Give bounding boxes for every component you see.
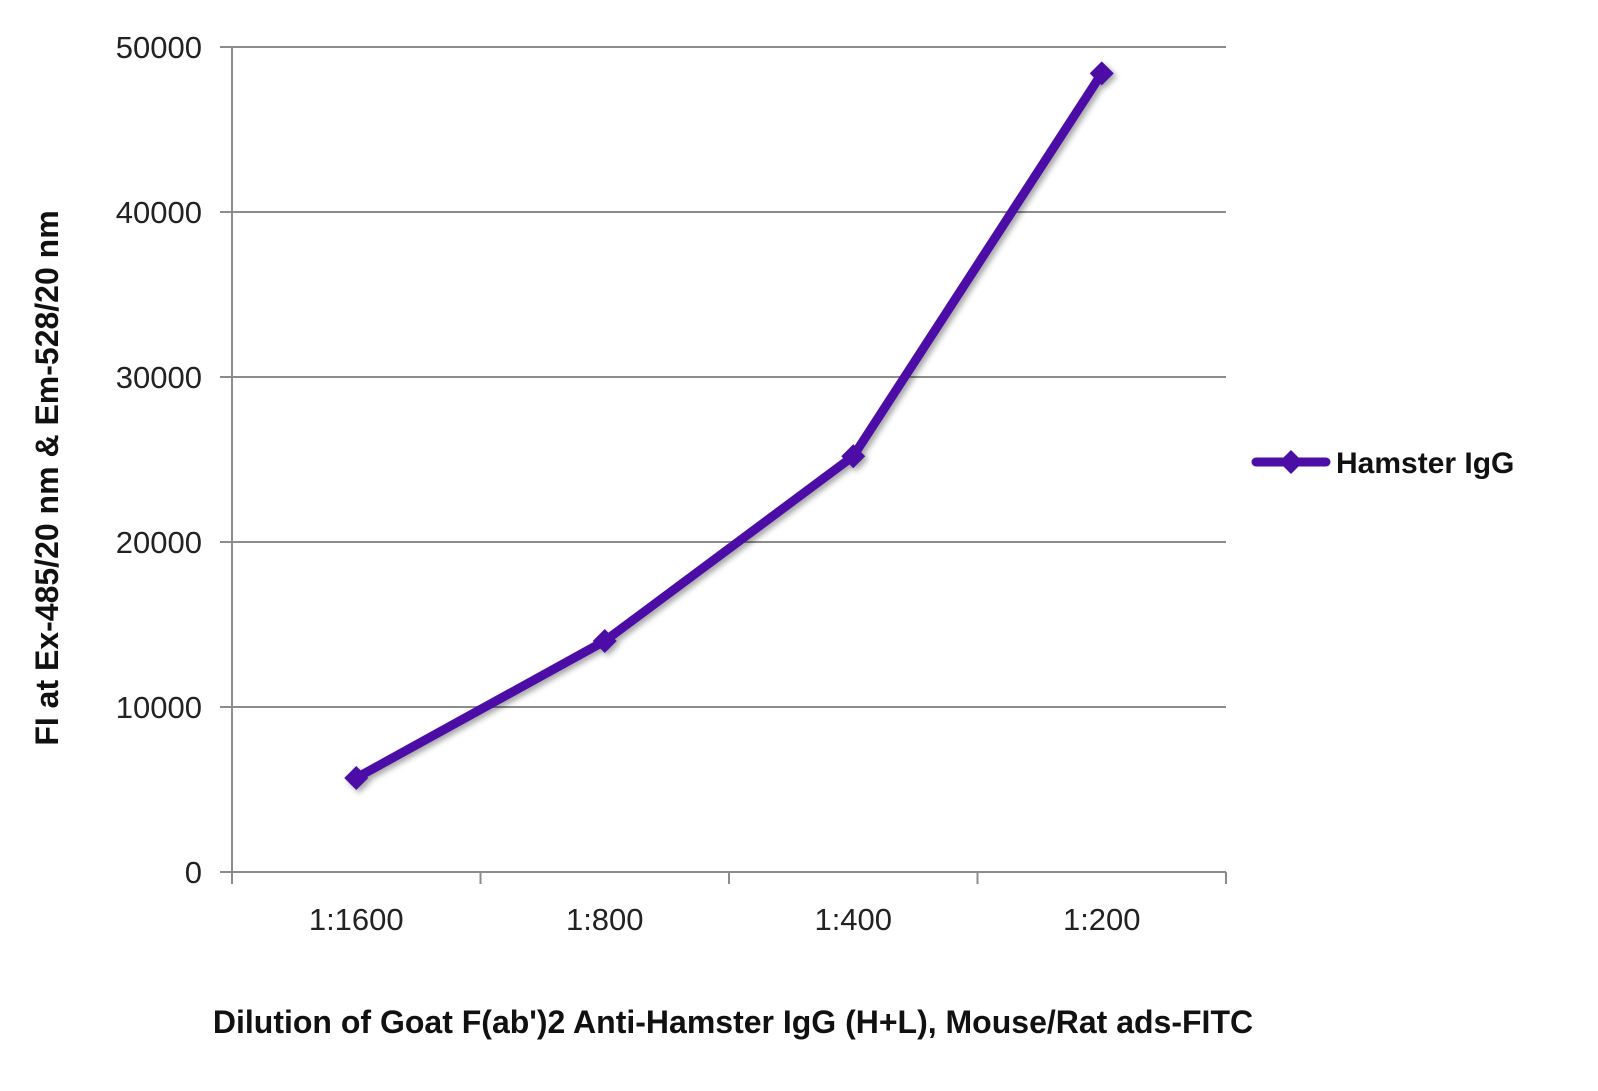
legend-item: Hamster IgG bbox=[1251, 447, 1514, 480]
y-tick-label: 50000 bbox=[116, 30, 202, 65]
y-tick-label: 0 bbox=[185, 855, 202, 890]
y-tick-label: 10000 bbox=[116, 690, 202, 725]
legend: Hamster IgG bbox=[1251, 447, 1514, 480]
x-tick-label: 1:400 bbox=[814, 902, 892, 937]
y-axis-title: FI at Ex-485/20 nm & Em-528/20 nm bbox=[29, 210, 65, 745]
x-tick-label: 1:800 bbox=[566, 902, 644, 937]
data-point-marker bbox=[592, 629, 617, 653]
y-tick-label: 30000 bbox=[116, 360, 202, 395]
data-point-marker bbox=[344, 765, 369, 790]
legend-label: Hamster IgG bbox=[1336, 447, 1514, 480]
gridlines bbox=[232, 46, 1226, 708]
series-line bbox=[351, 68, 1107, 783]
x-tick-label: 1:200 bbox=[1063, 902, 1141, 937]
x-axis-title: Dilution of Goat F(ab')2 Anti-Hamster Ig… bbox=[213, 1004, 1253, 1040]
series bbox=[344, 61, 1114, 790]
x-tick-label: 1:1600 bbox=[309, 902, 404, 937]
legend-marker-swatch bbox=[1279, 450, 1303, 474]
y-tick-label: 40000 bbox=[116, 195, 202, 230]
data-point-marker bbox=[1089, 61, 1114, 86]
series-group bbox=[344, 61, 1114, 790]
data-point-marker bbox=[841, 444, 866, 469]
y-tick-label: 20000 bbox=[116, 525, 202, 560]
axes: 0 10000 20000 30000 40000 50000 1:1600 1:800 1:4… bbox=[116, 30, 1227, 937]
